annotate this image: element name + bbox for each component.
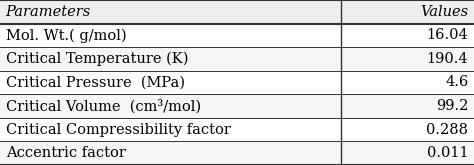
Text: 0.288: 0.288 [426, 123, 468, 137]
Text: Accentric factor: Accentric factor [6, 146, 126, 160]
Bar [0, 0, 474, 24]
Text: Values: Values [420, 5, 468, 19]
Bar [0, 71, 474, 94]
Bar [0, 47, 474, 71]
Text: Critical Temperature (K): Critical Temperature (K) [6, 52, 188, 66]
Text: Mol. Wt.( g/mol): Mol. Wt.( g/mol) [6, 28, 126, 43]
Text: Parameters: Parameters [6, 5, 91, 19]
Text: 16.04: 16.04 [427, 28, 468, 42]
Bar [0, 94, 474, 118]
Bar [0, 24, 474, 47]
Text: Critical Volume  (cm³/mol): Critical Volume (cm³/mol) [6, 99, 201, 113]
Text: 4.6: 4.6 [445, 76, 468, 89]
Bar [0, 141, 474, 165]
Text: Critical Compressibility factor: Critical Compressibility factor [6, 123, 230, 137]
Text: 0.011: 0.011 [427, 146, 468, 160]
Text: Critical Pressure  (MPa): Critical Pressure (MPa) [6, 76, 185, 89]
Text: 99.2: 99.2 [436, 99, 468, 113]
Bar [0, 118, 474, 141]
Text: 190.4: 190.4 [427, 52, 468, 66]
